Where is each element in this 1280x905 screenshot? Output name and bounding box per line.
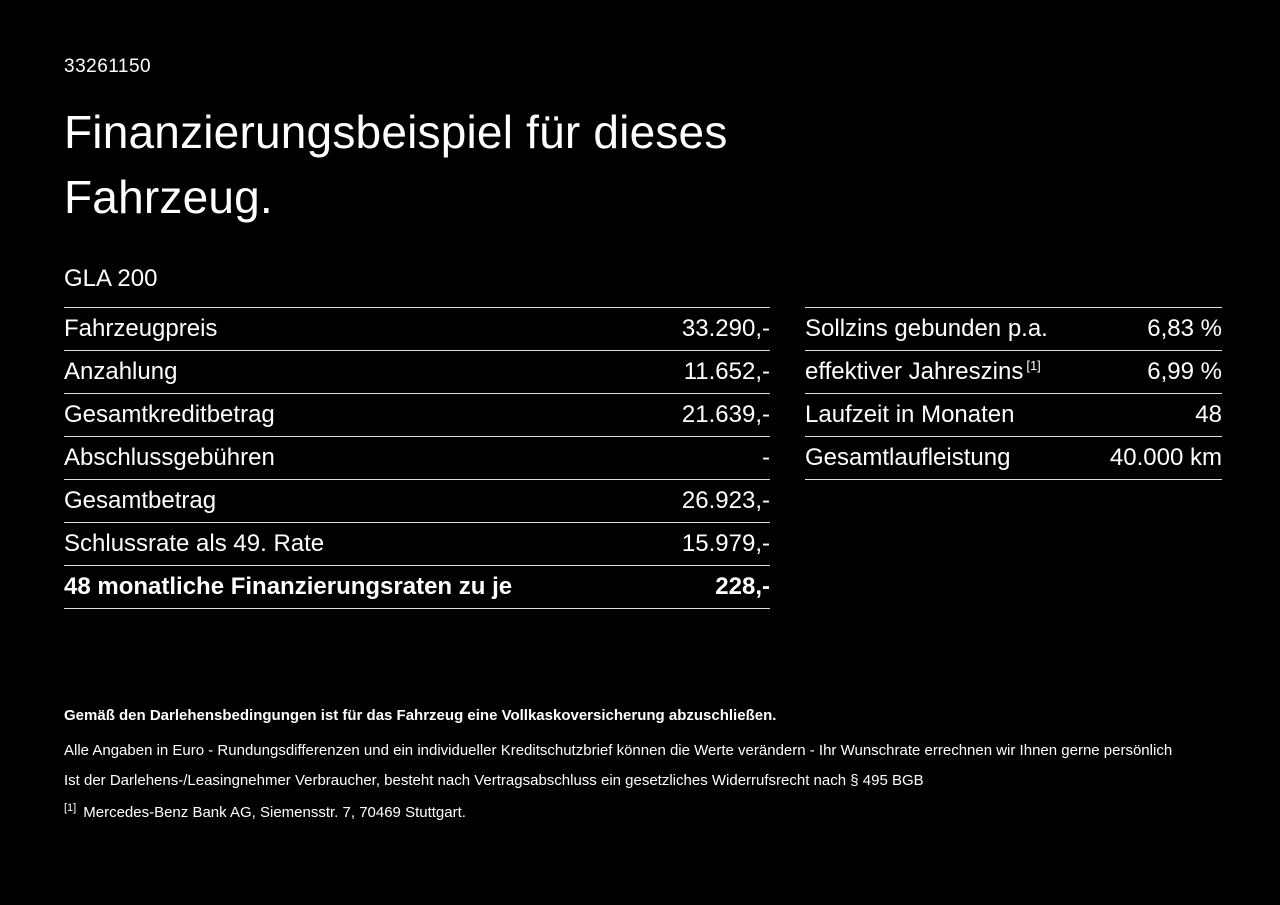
row-value: 6,83 % bbox=[1147, 314, 1222, 342]
financing-table-right: Sollzins gebunden p.a. 6,83 % effektiver… bbox=[805, 306, 1222, 480]
row-value: - bbox=[762, 443, 770, 471]
footnote-insurance: Gemäß den Darlehensbedingungen ist für d… bbox=[64, 707, 777, 724]
table-row: Sollzins gebunden p.a. 6,83 % bbox=[805, 308, 1222, 351]
row-label: Fahrzeugpreis bbox=[64, 314, 218, 342]
row-value: 228,- bbox=[715, 572, 770, 600]
footnote-reference-marker: [1] bbox=[1026, 357, 1041, 373]
row-value: 15.979,- bbox=[681, 529, 770, 557]
row-value: 33.290,- bbox=[681, 314, 770, 342]
row-value: 40.000 km bbox=[1109, 443, 1222, 471]
row-label: Laufzeit in Monaten bbox=[805, 400, 1015, 428]
row-label: Gesamtbetrag bbox=[64, 486, 217, 514]
footnote-bank-text: Mercedes-Benz Bank AG, Siemensstr. 7, 70… bbox=[83, 803, 466, 821]
table-row: Abschlussgebühren - bbox=[64, 437, 770, 480]
document-id: 33261150 bbox=[64, 56, 152, 77]
row-label: Anzahlung bbox=[64, 357, 178, 385]
table-row: Schlussrate als 49. Rate 15.979,- bbox=[64, 523, 770, 566]
row-value: 6,99 % bbox=[1147, 357, 1222, 385]
footnotes: Gemäß den Darlehensbedingungen ist für d… bbox=[64, 706, 1222, 823]
financing-tables: Fahrzeugpreis 33.290,- Anzahlung 11.652,… bbox=[64, 306, 1222, 609]
footnote-marker: [1] bbox=[64, 801, 77, 814]
row-label: Gesamtkreditbetrag bbox=[64, 400, 275, 428]
row-value: 21.639,- bbox=[681, 400, 770, 428]
page-title-line1: Finanzierungsbeispiel für dieses bbox=[64, 106, 728, 158]
footnote-bank: [1] Mercedes-Benz Bank AG, Siemensstr. 7,… bbox=[64, 801, 1222, 823]
table-row: Laufzeit in Monaten 48 bbox=[805, 394, 1222, 437]
footnote-disclaimer: Alle Angaben in Euro - Rundungsdifferenz… bbox=[64, 742, 1173, 760]
table-row: effektiver Jahreszins [1] 6,99 % bbox=[805, 351, 1222, 394]
vehicle-model: GLA 200 bbox=[64, 264, 158, 292]
page-title-line2: Fahrzeug. bbox=[64, 171, 273, 224]
footnote-withdrawal: Ist der Darlehens-/Leasingnehmer Verbrau… bbox=[64, 771, 924, 789]
table-row: Gesamtbetrag 26.923,- bbox=[64, 480, 770, 523]
row-value: 48 bbox=[1195, 400, 1222, 428]
table-row-monthly-rate: 48 monatliche Finanzierungsraten zu je 2… bbox=[64, 566, 770, 609]
row-label: 48 monatliche Finanzierungsraten zu je bbox=[64, 572, 513, 600]
financing-table-left: Fahrzeugpreis 33.290,- Anzahlung 11.652,… bbox=[64, 306, 770, 609]
row-label: Sollzins gebunden p.a. bbox=[805, 314, 1048, 342]
page-title: Finanzierungsbeispiel für dieses Fahrzeu… bbox=[64, 100, 1222, 231]
table-row: Anzahlung 11.652,- bbox=[64, 351, 770, 394]
row-label: effektiver Jahreszins [1] bbox=[805, 357, 1041, 385]
row-label: Gesamtlaufleistung bbox=[805, 443, 1011, 471]
row-value: 26.923,- bbox=[681, 486, 770, 514]
row-label: Schlussrate als 49. Rate bbox=[64, 529, 325, 557]
row-value: 11.652,- bbox=[683, 357, 770, 385]
table-row: Gesamtkreditbetrag 21.639,- bbox=[64, 394, 770, 437]
table-row: Fahrzeugpreis 33.290,- bbox=[64, 308, 770, 351]
table-row: Gesamtlaufleistung 40.000 km bbox=[805, 437, 1222, 480]
row-label: Abschlussgebühren bbox=[64, 443, 275, 471]
